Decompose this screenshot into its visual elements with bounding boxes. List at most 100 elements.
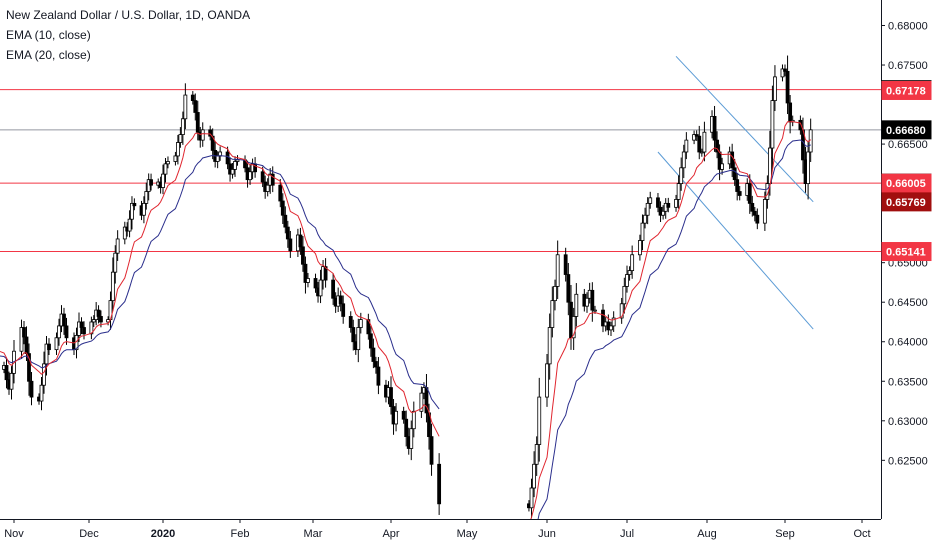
legend-title: New Zealand Dollar / U.S. Dollar, 1D, OA… <box>6 8 251 22</box>
candle-up <box>640 222 645 241</box>
candle-down <box>437 463 442 505</box>
price-badge-bg <box>881 192 932 212</box>
candle-up <box>625 274 629 287</box>
candle-down <box>96 309 101 317</box>
candle-down <box>788 102 793 123</box>
candle-down <box>331 279 336 299</box>
candle-down <box>376 366 381 386</box>
candle-down <box>270 173 275 186</box>
candle-down <box>694 134 699 137</box>
x-tick-label: Mar <box>304 528 323 540</box>
candle-down <box>4 365 9 381</box>
candle-down <box>24 336 29 354</box>
candle-up <box>178 134 183 143</box>
candle-up <box>692 134 696 141</box>
candle-up <box>113 252 118 273</box>
candle-up <box>537 396 542 445</box>
price-badge-label: 0.66680 <box>886 125 926 137</box>
legend-ema10: EMA (10, close) <box>6 28 91 42</box>
candle-up <box>356 327 361 351</box>
candle-down <box>280 200 285 216</box>
candle-up <box>648 197 653 204</box>
candle-up <box>574 293 579 317</box>
candle-down <box>401 410 406 420</box>
candle-up <box>163 163 168 175</box>
y-tick-label: 0.68000 <box>888 20 928 32</box>
x-tick-label: Jul <box>620 528 634 540</box>
ema10-line <box>0 132 440 437</box>
candle-up <box>720 163 724 170</box>
candle-down <box>79 321 84 328</box>
candle-down <box>303 263 308 283</box>
candle-down <box>785 70 790 104</box>
candle-up <box>643 214 647 224</box>
trendlines-layer <box>657 55 814 330</box>
candle-down <box>323 266 328 281</box>
x-tick-label: 2020 <box>151 528 175 540</box>
candle-down <box>566 274 571 303</box>
candle-up <box>553 285 557 302</box>
candle-down <box>656 197 660 208</box>
chart-legend: New Zealand Dollar / U.S. Dollar, 1D, OA… <box>6 5 250 65</box>
candle-up <box>42 363 46 386</box>
candle-up <box>183 94 188 120</box>
price-badge-label: 0.65141 <box>886 247 926 259</box>
candle-down <box>563 254 568 275</box>
candle-up <box>77 321 81 336</box>
channel-upper-line <box>675 55 814 203</box>
candle-down <box>371 347 376 362</box>
ema20-line <box>0 154 440 410</box>
candle-down <box>351 327 356 343</box>
candle-down <box>47 343 51 351</box>
candle-down <box>404 418 409 438</box>
candle-down <box>601 309 605 327</box>
price-badge-label: 0.67178 <box>886 85 926 97</box>
candle-down <box>190 94 195 101</box>
candle-up <box>609 325 613 331</box>
price-badge-bg <box>881 80 932 100</box>
y-tick-label: 0.64500 <box>888 297 928 309</box>
price-badge: 0.66680 <box>881 120 932 140</box>
candle-up <box>611 317 616 327</box>
candle-down <box>368 333 373 349</box>
candle-up <box>39 384 44 402</box>
candle-down <box>22 327 26 338</box>
candle-up <box>571 316 576 339</box>
candle-up <box>702 131 707 153</box>
candle-down <box>283 214 288 228</box>
candle-up <box>230 168 235 175</box>
price-badge-label: 0.66005 <box>886 178 926 190</box>
candle-down <box>195 112 200 133</box>
candle-up <box>394 410 398 425</box>
x-tick-label: Dec <box>79 528 99 540</box>
y-tick-label: 0.63000 <box>888 416 928 428</box>
y-tick-label: 0.63500 <box>888 376 928 388</box>
candle-up <box>630 254 635 271</box>
candle-up <box>176 142 180 157</box>
y-tick-label: 0.64000 <box>888 337 928 349</box>
candle-down <box>752 210 757 216</box>
x-tick-label: Oct <box>853 528 870 540</box>
candle-down <box>737 191 742 196</box>
candle-up <box>593 309 597 312</box>
candle-down <box>755 214 760 224</box>
candle-down <box>374 361 378 368</box>
ema20-line <box>528 139 811 548</box>
candle-down <box>225 151 230 165</box>
candle-down <box>348 316 353 328</box>
candle-up <box>638 240 642 256</box>
price-badge: 0.67178 <box>881 80 932 100</box>
price-badge-bg <box>881 242 932 262</box>
y-tick-label: 0.67500 <box>888 60 928 72</box>
y-tick-label: 0.66500 <box>888 139 928 151</box>
candle-down <box>338 295 343 305</box>
candle-up <box>681 151 686 169</box>
candle-up <box>127 218 132 232</box>
candle-down <box>715 139 719 153</box>
candle-up <box>306 278 310 283</box>
candle-down <box>288 238 293 252</box>
x-tick-label: Jun <box>538 528 556 540</box>
ema-layer <box>0 121 812 548</box>
